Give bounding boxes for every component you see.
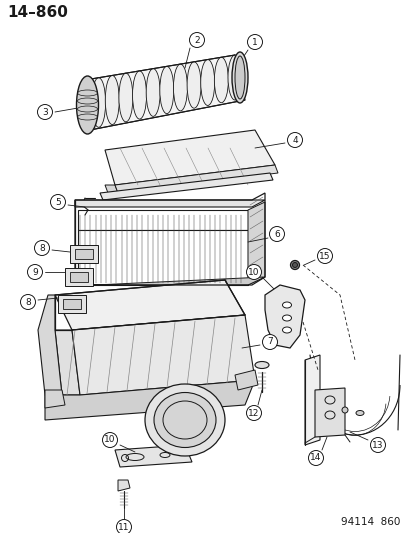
Circle shape [116,520,131,533]
Circle shape [21,295,36,310]
Ellipse shape [235,56,244,99]
Ellipse shape [91,78,105,127]
Polygon shape [75,200,264,207]
Polygon shape [72,315,254,395]
Ellipse shape [290,261,299,270]
Text: 14: 14 [310,454,321,463]
Polygon shape [55,330,80,395]
Ellipse shape [282,315,291,321]
Ellipse shape [228,55,242,100]
Text: 10: 10 [248,268,259,277]
Polygon shape [105,130,274,185]
Ellipse shape [282,327,291,333]
Polygon shape [247,202,264,285]
Circle shape [317,248,332,263]
Polygon shape [75,249,93,259]
Text: 10: 10 [104,435,116,445]
Circle shape [308,450,323,465]
Polygon shape [115,165,277,193]
Polygon shape [65,268,93,286]
Ellipse shape [355,410,363,416]
Ellipse shape [159,67,173,114]
Ellipse shape [145,384,224,456]
Polygon shape [63,299,81,309]
Text: 7: 7 [266,337,272,346]
Text: 6: 6 [273,230,279,238]
Circle shape [269,227,284,241]
Polygon shape [70,245,98,263]
Ellipse shape [200,60,214,106]
Polygon shape [264,285,304,348]
Polygon shape [38,295,62,395]
Text: 15: 15 [318,252,330,261]
Ellipse shape [254,361,268,368]
Polygon shape [78,210,247,230]
Text: 8: 8 [25,297,31,306]
Circle shape [189,33,204,47]
Ellipse shape [76,76,98,134]
Text: 13: 13 [371,440,383,449]
Text: 12: 12 [248,408,259,417]
Circle shape [246,406,261,421]
Circle shape [34,240,50,255]
Polygon shape [78,277,264,285]
Ellipse shape [292,262,297,268]
Ellipse shape [119,73,133,122]
Circle shape [50,195,65,209]
Text: 2: 2 [194,36,199,44]
Ellipse shape [154,392,216,448]
Polygon shape [118,480,130,491]
Text: 8: 8 [39,244,45,253]
Polygon shape [85,55,244,130]
Polygon shape [45,390,65,408]
Polygon shape [115,445,192,467]
Polygon shape [58,295,86,313]
Ellipse shape [105,76,119,125]
Text: 1: 1 [252,37,257,46]
Polygon shape [55,280,244,330]
Polygon shape [70,272,88,282]
Circle shape [102,432,117,448]
Ellipse shape [282,302,291,308]
Circle shape [246,264,261,279]
Polygon shape [100,173,272,200]
Ellipse shape [146,69,160,116]
Ellipse shape [173,64,187,111]
Polygon shape [314,388,344,437]
Ellipse shape [187,62,201,108]
Text: 9: 9 [32,268,38,277]
Ellipse shape [341,407,347,413]
Circle shape [247,35,262,50]
Circle shape [38,104,52,119]
Circle shape [27,264,43,279]
Ellipse shape [214,57,228,103]
Text: 4: 4 [292,135,297,144]
Ellipse shape [132,71,146,119]
Text: 5: 5 [55,198,61,206]
Polygon shape [304,355,319,445]
Text: 3: 3 [42,108,48,117]
Polygon shape [105,185,118,193]
Polygon shape [45,380,254,420]
Polygon shape [78,230,247,285]
Polygon shape [235,370,257,390]
Circle shape [370,438,385,453]
Ellipse shape [78,80,92,130]
Text: 14–860: 14–860 [7,5,68,20]
Ellipse shape [231,52,247,103]
Text: 11: 11 [118,522,129,531]
Circle shape [287,133,302,148]
Circle shape [262,335,277,350]
Text: 94114  860: 94114 860 [340,517,399,527]
